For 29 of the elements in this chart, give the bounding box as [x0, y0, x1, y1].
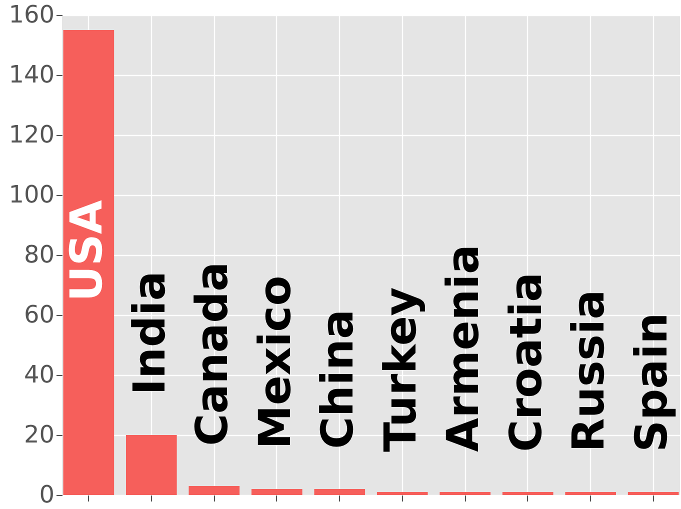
- y-tick-label: 100: [8, 180, 54, 208]
- x-tick-label: Mexico: [250, 276, 301, 449]
- bar: [188, 486, 240, 495]
- x-tick-label: China: [312, 309, 364, 449]
- bar: [440, 492, 491, 495]
- x-tick-label: Armenia: [438, 244, 490, 452]
- bar: [126, 435, 177, 495]
- bar: [251, 489, 302, 495]
- y-tick-label: 80: [24, 240, 54, 268]
- x-tick-label: USA: [62, 200, 113, 302]
- x-tick-label: Russia: [564, 290, 615, 452]
- bar: [565, 492, 616, 495]
- y-tick-label: 160: [8, 0, 54, 28]
- bar: [376, 492, 428, 495]
- bar: [314, 489, 366, 495]
- y-tick-label: 60: [24, 300, 54, 328]
- bar: [63, 30, 114, 495]
- y-tick-label: 140: [8, 60, 54, 88]
- y-tick-label: 0: [39, 480, 54, 508]
- y-tick-label: 20: [24, 420, 54, 448]
- y-tick-label: 120: [8, 120, 54, 148]
- x-tick-label: Spain: [626, 312, 678, 452]
- bar: [502, 492, 554, 495]
- y-tick-label: 40: [24, 360, 54, 388]
- x-tick-label: India: [124, 271, 176, 395]
- x-tick-label: Croatia: [500, 272, 552, 452]
- x-tick-label: Turkey: [375, 287, 426, 452]
- x-tick-label: Canada: [187, 262, 238, 446]
- bar: [628, 492, 679, 495]
